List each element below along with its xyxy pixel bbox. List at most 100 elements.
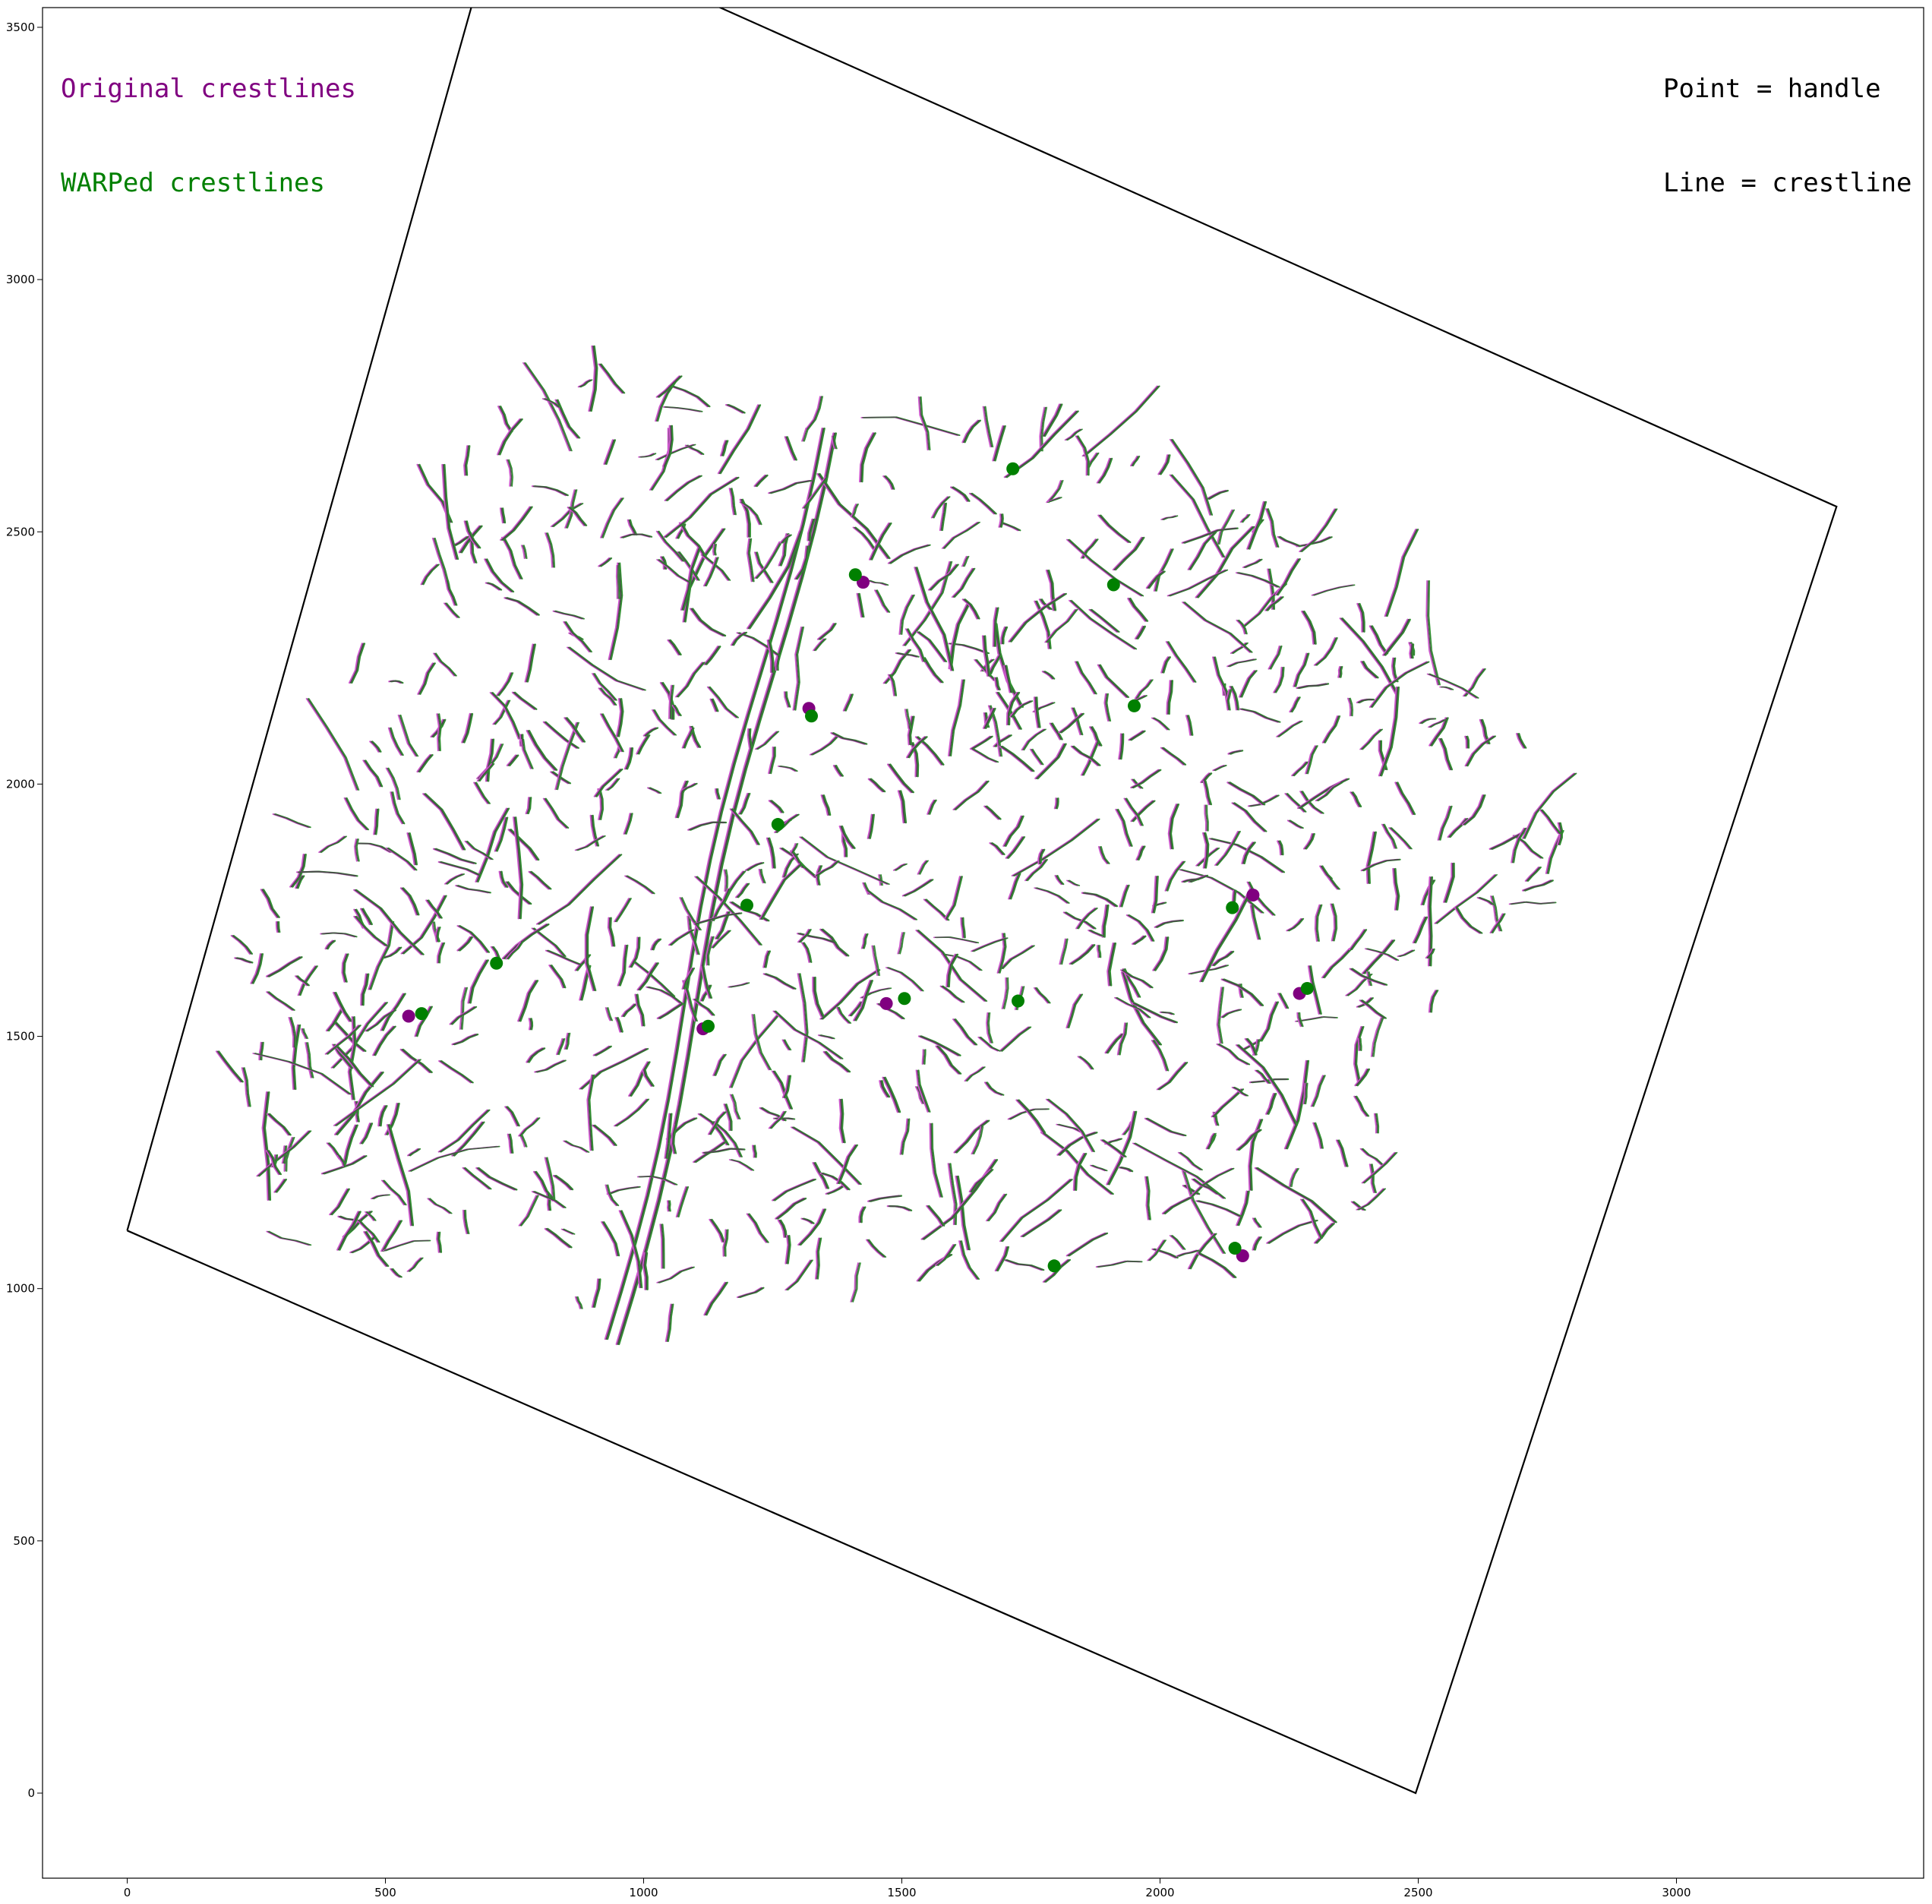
crestline-core [772,1070,792,1110]
original-handle-point [1246,889,1260,902]
original-crestline [1235,1044,1296,1126]
crestline-core [637,734,649,755]
warped-crestline [626,747,634,770]
crestline-core [565,717,585,743]
crestline-core [712,930,731,949]
warped-crestline [1338,1139,1349,1167]
warped-crestline [787,1259,813,1291]
original-crestline [992,425,1004,462]
warped-crestline [807,396,823,430]
warped-crestline [731,1014,781,1088]
original-crestline [1314,904,1321,942]
warped-crestline [466,840,494,860]
crestline-core [1266,508,1278,548]
original-crestline [1134,625,1144,639]
crestline-core [1155,920,1183,928]
warped-crestline [308,698,360,791]
crestline-core [1250,1078,1288,1083]
crestline-core [665,1113,671,1159]
crestline-core [1064,911,1095,930]
warped-crestline [869,813,875,839]
original-crestline [329,1188,348,1216]
warped-crestline [610,562,623,661]
original-crestline [335,1046,372,1088]
original-crestline [1337,665,1341,678]
warped-crestline [1120,733,1125,760]
crestline-core [984,805,1000,820]
original-crestline [506,459,511,487]
warped-crestline [964,419,981,444]
original-crestline [574,835,604,851]
crestline-core [1466,735,1495,767]
crestline-core [598,788,603,820]
crestline-core [1059,712,1084,734]
warped-crestline [434,537,450,586]
warped-crestline [507,941,524,960]
crestline-core [875,589,889,613]
crestline-core [526,797,531,814]
warped-crestline [499,418,523,456]
crestline-core [526,643,535,683]
crestline-core [785,436,797,461]
warped-crestline [1313,584,1356,596]
crestline-core [1145,1117,1185,1136]
warped-crestline [371,740,382,753]
original-crestline [927,564,957,591]
crestline-core [1315,1223,1334,1244]
crestline-core [260,1041,263,1061]
crestline-core [469,959,488,1004]
warped-crestline [1324,948,1353,979]
warped-crestline [399,714,419,757]
crestline-core [474,781,490,804]
crestline-core [786,1259,813,1291]
warped-crestline [784,1075,792,1099]
original-crestline [1464,735,1467,749]
crestline-core [681,548,699,611]
original-crestline [1147,1239,1164,1261]
warped-crestline [658,444,696,461]
crestline-core [1419,718,1435,725]
warped-crestline [545,721,579,749]
warped-crestline [1041,406,1048,452]
original-crestline [560,1228,573,1235]
warped-crestline [418,753,434,773]
original-crestline [1241,841,1254,864]
original-crestline [706,936,712,966]
original-crestline [1033,987,1049,1004]
warped-crestline [1103,904,1110,938]
original-crestline [784,436,795,461]
warped-crestline [440,1109,491,1153]
original-crestline [1356,602,1363,633]
warped-crestline [522,738,534,769]
warped-crestline [994,607,999,647]
crestline-core [919,1035,960,1056]
original-crestline [1033,696,1039,728]
warped-crestline [696,876,762,946]
original-crestline [642,1069,652,1087]
crestline-core [705,1281,728,1316]
original-crestline [792,626,802,711]
crestline-core [334,1059,420,1126]
original-crestline [1291,761,1307,777]
original-crestline [1059,938,1066,965]
warped-crestline [946,876,963,919]
crestline-core [1154,936,1168,971]
warped-crestline [629,519,638,536]
original-crestline [1454,906,1481,934]
warped-crestline [466,445,471,476]
crestline-core [273,813,310,829]
warped-crestline [1171,1235,1186,1250]
warped-crestline [749,530,803,630]
warped-crestline [822,794,832,816]
warped-crestline [917,1069,931,1113]
crestline-core [1540,809,1561,835]
warped-crestline [327,1025,361,1055]
warped-crestline [1371,625,1389,655]
original-crestline [1029,748,1042,766]
crestline-core [816,1237,821,1280]
warped-crestline [1431,717,1449,747]
crestline-core [1236,572,1279,588]
warped-crestline [873,945,881,977]
warped-crestline [361,1123,374,1145]
crestline-core [791,843,797,854]
